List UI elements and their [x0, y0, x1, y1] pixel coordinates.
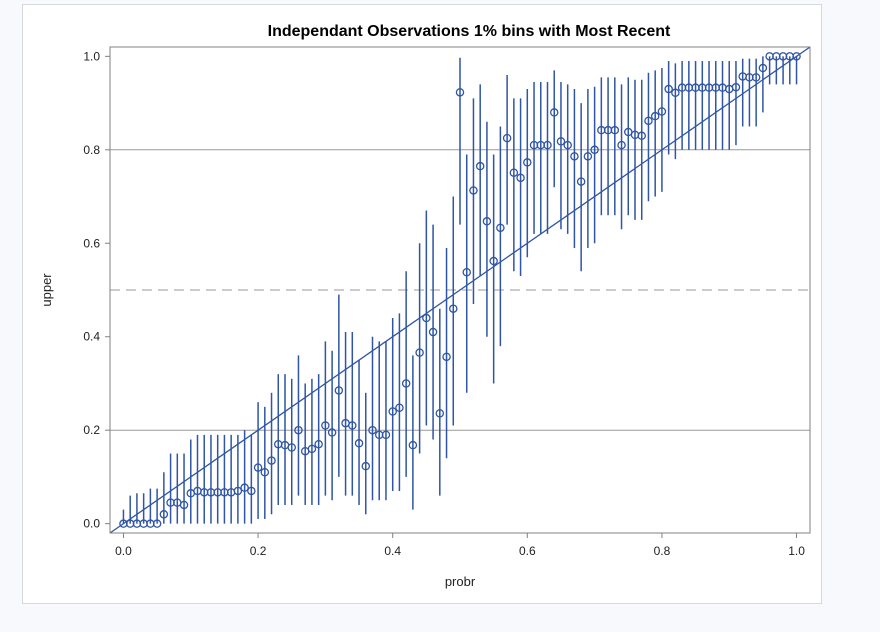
data-point: [590, 145, 599, 155]
data-point: [287, 443, 296, 452]
data-point: [361, 461, 371, 471]
x-axis-label: probr: [445, 574, 476, 589]
data-point: [751, 73, 761, 82]
axes: 0.0 0.2 0.4 0.6 0.8 1.0 0.0 0.2 0.4 0.6 0.8 1.0: [83, 49, 805, 558]
x-tick-label: 0.6: [519, 544, 536, 558]
data-point: [334, 386, 344, 395]
data-point: [583, 152, 593, 161]
data-point: [637, 131, 646, 141]
data-point: [159, 510, 169, 519]
data-point: [731, 82, 741, 92]
data-point: [321, 421, 330, 430]
chart-title: Independant Observations 1% bins with Mo…: [268, 23, 671, 40]
data-point: [482, 217, 492, 226]
data-point: [381, 430, 391, 440]
data-point: [408, 440, 418, 450]
plot-area-frame: [109, 46, 811, 534]
data-point: [354, 439, 364, 448]
y-tick-label: 0.6: [83, 236, 100, 250]
data-point: [469, 186, 478, 195]
data-point: [664, 84, 673, 94]
data-point: [327, 428, 337, 437]
error-bars: [122, 56, 798, 524]
data-point: [549, 108, 559, 117]
data-point: [442, 352, 451, 362]
data-point: [401, 379, 411, 388]
data-point: [556, 137, 566, 146]
y-tick-label: 0.0: [83, 517, 100, 531]
data-point: [792, 52, 801, 61]
data-point: [509, 168, 519, 177]
data-point: [240, 483, 249, 492]
data-point: [650, 111, 660, 121]
data-point: [435, 409, 445, 418]
data-point: [253, 463, 263, 472]
data-point: [523, 158, 532, 167]
data-point: [449, 304, 458, 313]
data-point: [489, 256, 498, 266]
data-point: [657, 107, 667, 116]
x-tick-label: 0.8: [654, 544, 671, 558]
data-point: [610, 125, 620, 135]
data-point: [247, 486, 256, 496]
data-point: [388, 407, 397, 416]
data-point: [644, 116, 653, 126]
data-point: [348, 421, 357, 430]
data-point: [516, 173, 525, 183]
data-point: [233, 486, 243, 496]
data-point: [307, 444, 317, 454]
data-point: [395, 403, 404, 413]
data-point: [576, 177, 586, 186]
data-point: [502, 133, 512, 143]
data-point: [570, 152, 579, 161]
data-point: [260, 467, 270, 477]
y-tick-label: 1.0: [83, 49, 100, 63]
diagonal-line: [109, 46, 811, 534]
data-point: [368, 425, 377, 435]
chart-svg: Independant Observations 1% bins with Mo…: [39, 23, 811, 589]
x-tick-label: 1.0: [788, 544, 805, 558]
data-point: [543, 140, 552, 150]
data-point: [496, 223, 505, 233]
y-tick-label: 0.4: [83, 330, 100, 344]
chart-figure: Independant Observations 1% bins with Mo…: [22, 4, 822, 604]
data-points: [119, 52, 801, 528]
y-tick-label: 0.2: [83, 423, 100, 437]
data-point: [152, 519, 162, 528]
data-point: [617, 140, 626, 150]
data-point: [563, 140, 572, 150]
x-tick-label: 0.0: [115, 544, 132, 558]
data-point: [428, 327, 438, 337]
data-point: [415, 348, 424, 357]
data-point: [455, 88, 465, 97]
data-point: [422, 313, 431, 323]
x-tick-label: 0.4: [384, 544, 401, 558]
data-point: [671, 88, 680, 98]
data-point: [314, 439, 323, 449]
data-point: [267, 456, 276, 465]
reference-lines: [109, 46, 811, 534]
data-point: [475, 161, 485, 171]
x-tick-label: 0.2: [250, 544, 267, 558]
data-point: [462, 267, 471, 277]
data-point: [294, 425, 303, 435]
y-axis-label: upper: [39, 273, 54, 307]
data-point: [758, 63, 768, 73]
y-tick-label: 0.8: [83, 143, 100, 157]
data-point: [179, 500, 189, 510]
